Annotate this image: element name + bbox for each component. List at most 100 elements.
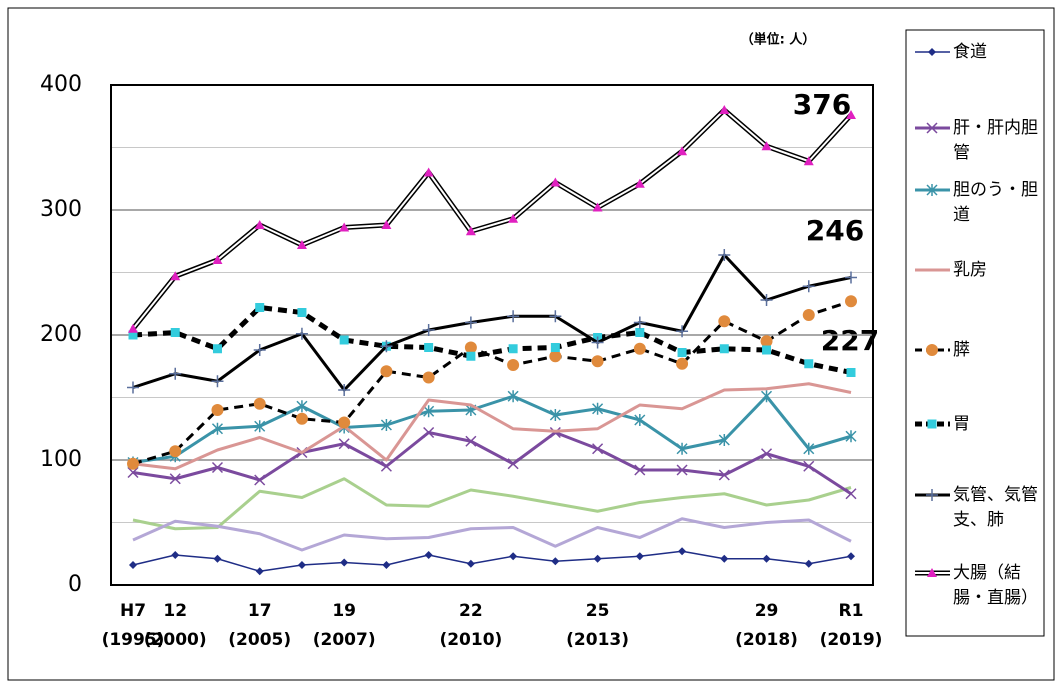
marker xyxy=(211,375,224,388)
marker xyxy=(550,177,561,187)
marker xyxy=(297,308,307,317)
marker xyxy=(423,405,435,418)
marker xyxy=(255,303,265,312)
marker xyxy=(719,344,729,354)
marker xyxy=(678,547,687,556)
marker xyxy=(720,554,729,563)
marker xyxy=(762,345,772,355)
marker xyxy=(296,240,307,249)
marker xyxy=(676,464,688,476)
marker xyxy=(254,220,265,229)
marker xyxy=(424,343,434,352)
marker xyxy=(677,348,687,357)
marker xyxy=(927,568,937,577)
series-line xyxy=(132,299,852,466)
plot-frame xyxy=(110,84,874,586)
marker xyxy=(129,561,137,569)
marker xyxy=(509,552,518,561)
marker xyxy=(127,381,139,394)
marker xyxy=(718,434,730,446)
marker xyxy=(128,330,138,340)
marker xyxy=(423,426,435,439)
marker xyxy=(340,558,349,567)
marker xyxy=(635,328,645,337)
marker xyxy=(846,110,856,119)
marker xyxy=(926,344,938,356)
marker xyxy=(296,400,308,413)
y-tick-label: 200 xyxy=(40,322,82,347)
marker xyxy=(295,327,308,340)
marker xyxy=(926,184,938,196)
marker xyxy=(847,552,855,561)
x-tick-label: 29 xyxy=(755,601,779,621)
annotation: 227 xyxy=(821,324,879,357)
marker xyxy=(339,222,350,232)
marker xyxy=(211,404,224,416)
marker xyxy=(926,122,938,134)
y-tick-label: 300 xyxy=(40,197,82,222)
x-tick-label: 22 xyxy=(459,601,483,621)
marker xyxy=(634,464,646,476)
marker xyxy=(171,551,180,559)
marker xyxy=(802,309,815,321)
marker xyxy=(507,390,519,403)
marker xyxy=(633,342,646,355)
annotation: 246 xyxy=(806,214,864,247)
marker xyxy=(761,141,772,151)
marker xyxy=(635,552,644,561)
marker xyxy=(718,315,731,328)
y-tick-label: 0 xyxy=(68,572,82,597)
marker xyxy=(211,461,224,474)
marker xyxy=(592,202,603,212)
marker xyxy=(507,359,520,371)
marker xyxy=(677,146,688,156)
series-line xyxy=(131,107,853,331)
marker xyxy=(464,316,477,329)
marker xyxy=(634,178,645,188)
marker xyxy=(422,324,435,336)
marker xyxy=(253,397,266,410)
x-tick-label: 17 xyxy=(248,601,272,621)
marker xyxy=(928,48,936,56)
annotation: 376 xyxy=(793,88,851,121)
marker xyxy=(508,344,518,354)
marker xyxy=(423,167,434,177)
marker xyxy=(128,323,138,333)
marker xyxy=(845,271,857,284)
marker xyxy=(927,419,937,429)
y-tick-label: 100 xyxy=(40,447,82,472)
marker xyxy=(170,271,181,281)
series-line xyxy=(132,382,852,471)
marker xyxy=(845,295,857,308)
marker xyxy=(845,430,857,443)
legend-box xyxy=(905,29,1045,637)
marker xyxy=(592,402,604,415)
marker xyxy=(253,344,266,356)
legend-label: 肝・肝内胆管 xyxy=(953,118,1038,163)
marker xyxy=(295,412,308,425)
marker xyxy=(676,442,688,455)
marker xyxy=(254,420,266,433)
marker xyxy=(633,316,646,329)
marker xyxy=(845,488,857,500)
marker xyxy=(549,350,562,363)
marker xyxy=(380,460,392,472)
marker xyxy=(422,371,435,384)
marker xyxy=(551,557,560,566)
legend-label: 胃 xyxy=(953,414,970,434)
marker xyxy=(211,422,224,435)
marker xyxy=(212,255,223,264)
marker xyxy=(169,473,181,485)
marker xyxy=(465,435,477,447)
marker xyxy=(127,457,139,470)
series-line xyxy=(132,550,852,572)
marker xyxy=(719,105,730,114)
marker xyxy=(508,213,519,223)
marker xyxy=(803,442,815,455)
marker xyxy=(507,310,520,323)
marker xyxy=(424,551,433,559)
marker xyxy=(338,416,351,429)
y-tick-label: 400 xyxy=(40,72,82,97)
x-tick-label: R1 xyxy=(839,601,864,621)
